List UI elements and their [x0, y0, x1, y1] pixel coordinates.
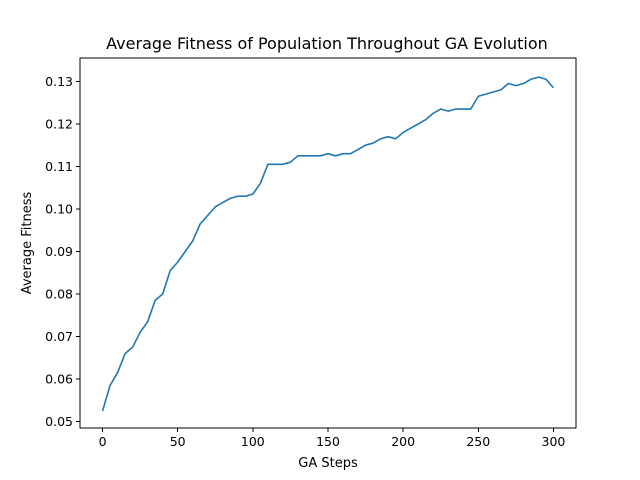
y-tick-label: 0.06	[45, 372, 73, 387]
y-axis-label: Average Fitness	[20, 192, 35, 295]
x-tick-label: 150	[316, 434, 340, 449]
y-tick-label: 0.05	[45, 414, 73, 429]
axes-frame	[79, 57, 577, 429]
x-tick-label: 250	[466, 434, 490, 449]
x-tick-label: 200	[391, 434, 415, 449]
x-tick-label: 100	[241, 434, 265, 449]
series-line	[101, 76, 555, 412]
chart-title: Average Fitness of Population Throughout…	[106, 34, 548, 53]
y-axis: 0.05 0.06 0.07 0.08 0.09 0.10 0.11 0.12 0.13	[45, 74, 80, 429]
y-tick-label: 0.08	[45, 287, 73, 302]
y-tick-label: 0.09	[45, 244, 73, 259]
y-tick-label: 0.13	[45, 74, 73, 89]
x-tick-label: 0	[99, 434, 107, 449]
y-tick-label: 0.11	[45, 159, 73, 174]
x-tick-label: 300	[542, 434, 566, 449]
y-tick-label: 0.12	[45, 116, 73, 131]
y-tick-label: 0.10	[45, 201, 73, 216]
x-tick-label: 50	[170, 434, 186, 449]
plot-area	[101, 76, 555, 412]
x-axis: 0 50 100 150 200 250 300	[99, 428, 566, 449]
x-axis-label: GA Steps	[298, 456, 358, 471]
y-tick-label: 0.07	[45, 329, 73, 344]
